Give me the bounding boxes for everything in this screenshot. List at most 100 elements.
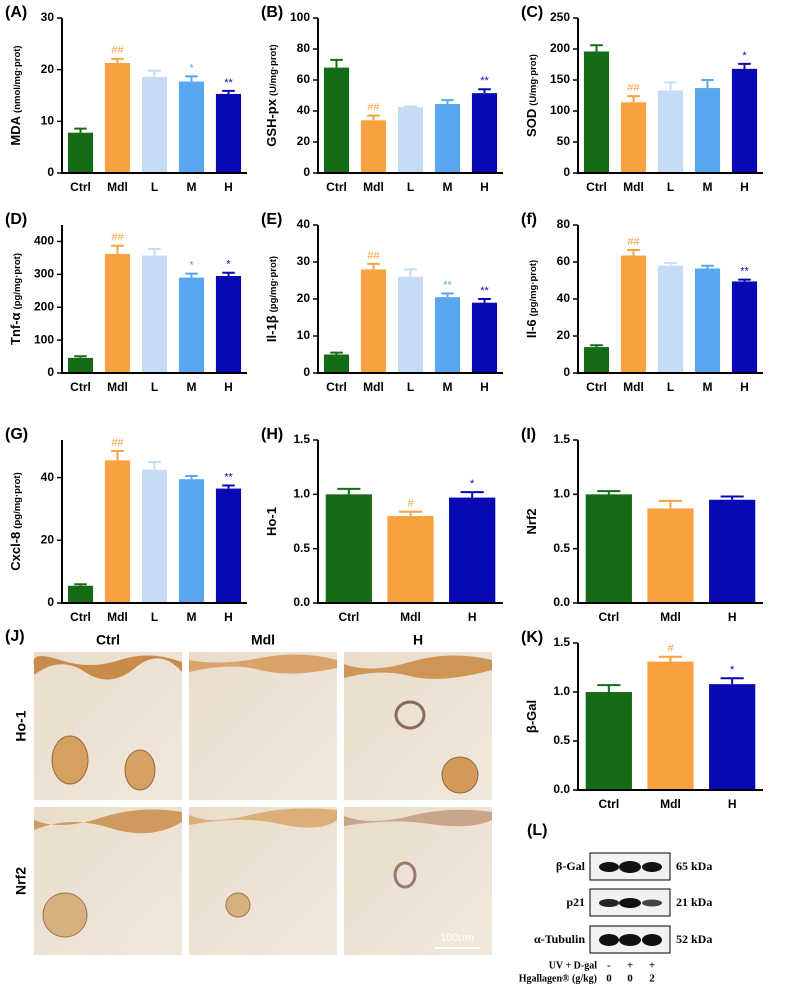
bar [215, 93, 242, 173]
error-bar [738, 278, 751, 282]
bar [397, 276, 424, 373]
y-axis-title: β-Gal [524, 700, 539, 733]
bar [104, 460, 131, 603]
significance-label: ** [443, 279, 452, 291]
size-label: 21 kDa [676, 895, 712, 909]
bar [471, 302, 498, 373]
y-tick-label: 40 [297, 217, 311, 231]
error-bar [597, 490, 621, 495]
micrograph [344, 807, 492, 955]
y-axis-unit: (pg/mg·prot) [268, 256, 279, 312]
significance-label: * [742, 50, 747, 62]
bar [709, 499, 756, 603]
y-tick-label: 20 [557, 328, 571, 342]
error-bar [111, 57, 124, 63]
treatment-labels: UV + D-gal - + + Hgallagen® (g/kg) 0 0 2 [519, 960, 656, 985]
significance-label: ** [740, 265, 749, 277]
y-tick-label: 0.5 [293, 541, 310, 555]
x-tick-label: M [443, 180, 453, 194]
bar [323, 67, 350, 173]
error-bar [148, 69, 161, 77]
bar [434, 104, 461, 173]
error-bar [478, 298, 491, 303]
y-axis-title: SOD [524, 109, 539, 137]
band [599, 934, 619, 946]
bar [709, 684, 756, 790]
panel-label: (H) [261, 426, 283, 443]
x-tick-label: M [187, 380, 197, 394]
bar [731, 68, 758, 173]
size-label: 65 kDa [676, 859, 712, 873]
error-bar [404, 268, 417, 277]
y-tick-label: 100 [550, 103, 570, 117]
bar [141, 469, 168, 603]
follicle [51, 735, 89, 785]
chart: (D) Tnf-α (pg/mg·prot) 0 100 200 300 400 Ctrl ## M… [5, 211, 247, 394]
y-axis-label: Tnf-α (pg/mg·prot) [8, 253, 23, 345]
y-tick-label: 1.0 [553, 487, 570, 501]
protein-label: β-Gal [556, 859, 586, 873]
x-tick-label: Ctrl [338, 610, 359, 624]
error-bar [460, 491, 484, 498]
bar [360, 120, 387, 173]
blot-labels: β-Gal p21 α-Tubulin 65 kDa 21 kDa 52 kDa [534, 859, 712, 946]
panel-label: (K) [521, 629, 543, 646]
epidermis [344, 655, 492, 679]
protein-label: α-Tubulin [534, 932, 585, 946]
error-bar [441, 99, 454, 105]
x-tick-label: M [443, 380, 453, 394]
error-bar [441, 292, 454, 298]
y-tick-label: 50 [557, 134, 571, 148]
bar [694, 268, 721, 373]
row-label: Ho-1 [13, 710, 29, 741]
y-tick-label: 1.0 [293, 487, 310, 501]
x-tick-label: L [151, 610, 158, 624]
x-tick-label: L [407, 380, 414, 394]
error-bar [664, 261, 677, 266]
x-tick-label: Mdl [363, 380, 384, 394]
x-tick-label: Ctrl [326, 380, 347, 394]
error-bar [590, 44, 603, 52]
follicle [393, 861, 417, 889]
y-tick-label: 100 [290, 10, 310, 24]
bar [104, 62, 131, 174]
y-tick-label: 80 [297, 41, 311, 55]
error-bar [738, 62, 751, 69]
micrograph [189, 807, 337, 955]
follicle [441, 756, 479, 794]
y-tick-label: 0.5 [553, 541, 570, 555]
column-label: H [413, 632, 423, 648]
bar [104, 253, 131, 373]
lane-label: + [649, 960, 655, 972]
blot-panel: (L) β-Gal p21 α-Tubulin 65 kDa 21 kDa 52… [519, 822, 713, 984]
y-tick-label: 1.5 [553, 635, 570, 649]
error-bar [720, 495, 744, 500]
error-bar [404, 105, 417, 108]
y-tick-label: 20 [297, 291, 311, 305]
error-bar [185, 75, 198, 82]
y-tick-label: 10 [41, 114, 55, 128]
y-axis-label: β-Gal [524, 700, 539, 733]
significance-label: ## [627, 82, 640, 94]
bar [585, 692, 632, 790]
x-tick-label: H [480, 380, 489, 394]
bar [585, 494, 632, 603]
y-axis-label: Il-1β (pg/mg·prot) [264, 256, 279, 342]
y-tick-label: 300 [34, 267, 54, 281]
band [599, 899, 619, 907]
protein-label: p21 [566, 895, 585, 909]
significance-label: ## [111, 232, 124, 244]
significance-label: ## [367, 102, 380, 114]
bar [620, 255, 647, 373]
x-tick-label: H [224, 180, 233, 194]
y-tick-label: 150 [550, 72, 570, 86]
treatment-name: Hgallagen® (g/kg) [519, 973, 597, 984]
error-bar [478, 88, 491, 94]
significance-label: ** [224, 77, 233, 89]
bar [178, 479, 205, 603]
error-bar [658, 655, 683, 662]
chart: (G) Cxcl-8 (pg/mg·prot) 0 20 40 Ctrl ## Mdl L M ** H [5, 426, 247, 624]
x-tick-label: Mdl [363, 180, 384, 194]
chart: (H) Ho-1 0.0 0.5 1.0 1.5 Ctrl # Mdl * H [261, 426, 503, 624]
